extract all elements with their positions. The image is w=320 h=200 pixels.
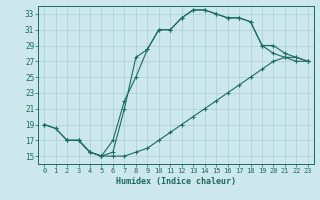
X-axis label: Humidex (Indice chaleur): Humidex (Indice chaleur): [116, 177, 236, 186]
